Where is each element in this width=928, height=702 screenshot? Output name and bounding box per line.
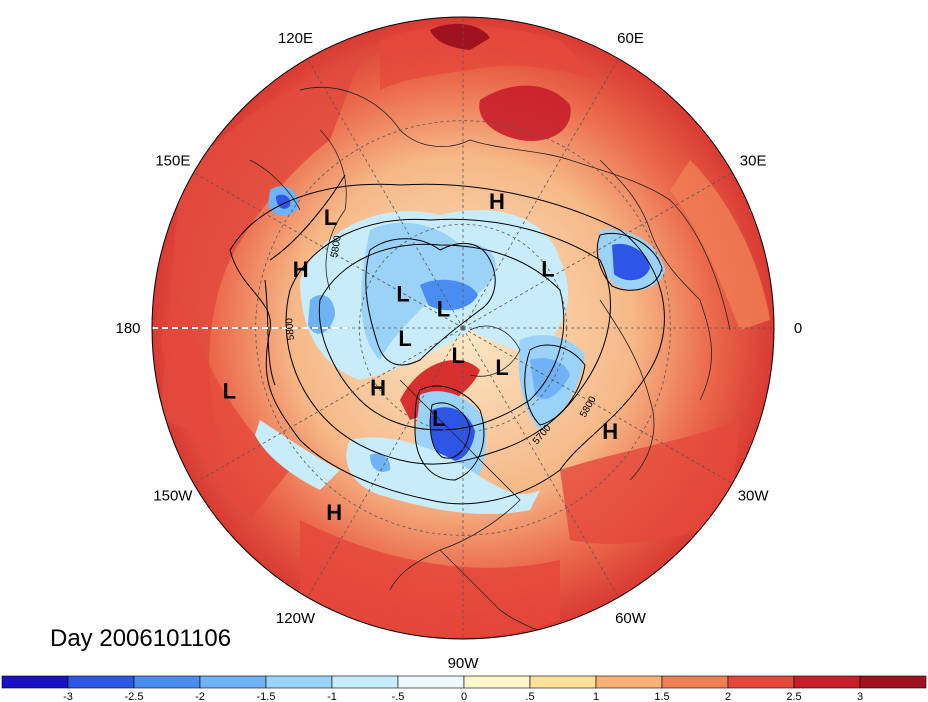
longitude-label: 180 (115, 320, 140, 337)
low-pressure-label: L (396, 281, 409, 306)
colorbar-tick-label: -1.5 (257, 691, 276, 702)
longitude-labels: 90E 60E 30E 0 30W 60W 90W 120W 150W 180 150E 120E (115, 0, 802, 672)
longitude-label: 90W (448, 655, 480, 672)
low-pressure-label: L (223, 379, 236, 404)
colorbar-swatch (133, 675, 201, 689)
longitude-label: 60W (615, 610, 647, 627)
colorbar-swatch (595, 675, 663, 689)
colorbar-swatch (265, 675, 333, 689)
longitude-label: 60E (617, 30, 644, 47)
longitude-label: 0 (794, 320, 802, 337)
colorbar-swatch (199, 675, 267, 689)
colorbar-tick-label: 1.5 (654, 691, 669, 702)
colorbar-tick-label: 3 (857, 691, 863, 702)
meridian-line (462, 327, 619, 598)
longitude-label: 150W (153, 488, 193, 505)
colorbar-tick-label: -2 (195, 691, 205, 702)
meridian-line (307, 58, 464, 329)
colorbar-swatch (463, 675, 531, 689)
high-pressure-label: H (293, 257, 309, 282)
low-pressure-label: L (541, 257, 554, 282)
low-pressure-label: L (324, 205, 337, 230)
colorbar-tick-label: 2 (725, 691, 731, 702)
colorbar-swatch (529, 675, 597, 689)
colorbar-swatch (1, 675, 69, 689)
low-pressure-label: L (432, 406, 445, 431)
high-pressure-label: H (326, 500, 342, 525)
longitude-label: 30W (738, 488, 770, 505)
meridian-line (462, 327, 733, 484)
longitude-label: 120W (276, 610, 316, 627)
colorbar-tick-label: -1 (327, 691, 337, 702)
longitude-label: 30E (740, 153, 767, 170)
colorbar-swatch (331, 675, 399, 689)
colorbar-swatch (397, 675, 465, 689)
colorbar-swatch (727, 675, 795, 689)
colorbar-tick-label: 0 (461, 691, 467, 702)
colorbar: -3 -2.5 -2 -1.5 -1 -.5 0 .5 1 1.5 2 2.5 3 (1, 675, 927, 702)
contour-label: 5800 (329, 234, 344, 258)
height-contours (229, 174, 665, 505)
colorbar-tick-label: .5 (525, 691, 534, 702)
colorbar-swatch (793, 675, 861, 689)
high-pressure-label: H (489, 189, 505, 214)
anomaly-field (152, 17, 774, 639)
meridian-line (307, 327, 464, 598)
high-pressure-label: H (370, 375, 386, 400)
colorbar-tick-label: -2.5 (125, 691, 144, 702)
colorbar-tick-label: 1 (593, 691, 599, 702)
map-border (151, 16, 775, 640)
colorbar-swatch (661, 675, 729, 689)
low-pressure-label: L (437, 296, 450, 321)
colorbar-tick-label: -3 (63, 691, 73, 702)
longitude-label: 150E (155, 153, 190, 170)
meridian-line (462, 172, 733, 329)
colorbar-tick-label: -.5 (392, 691, 405, 702)
low-pressure-label: L (495, 355, 508, 380)
colorbar-swatch (859, 675, 927, 689)
colorbar-tick-label: 2.5 (786, 691, 801, 702)
meridian-line (193, 327, 464, 484)
colorbar-swatch (67, 675, 135, 689)
meridian-line (462, 58, 619, 329)
low-pressure-label: L (451, 343, 464, 368)
longitude-label: 120E (278, 30, 313, 47)
low-pressure-label: L (398, 326, 411, 351)
longitude-label: 90E (450, 0, 477, 2)
latitude-circle (255, 120, 671, 536)
meridian-line (193, 172, 464, 329)
contour-label: 5800 (284, 317, 297, 341)
coastlines (249, 87, 731, 639)
day-title: Day 2006101106 (50, 625, 231, 652)
high-pressure-label: H (602, 419, 618, 444)
